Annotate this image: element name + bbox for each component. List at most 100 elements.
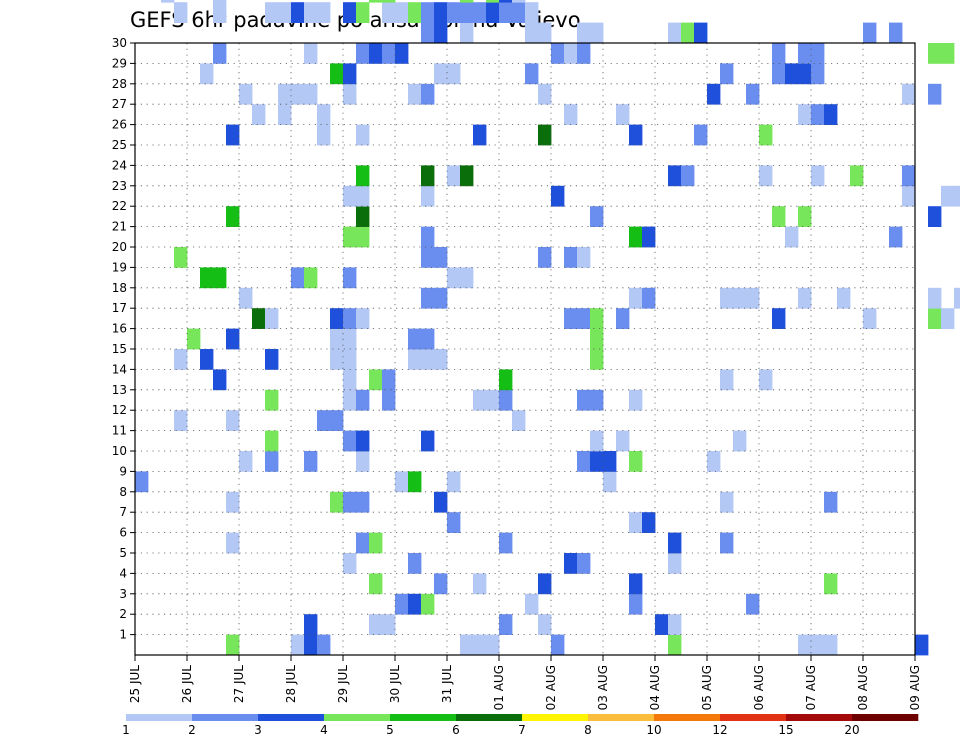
y-tick-label: 29 — [112, 56, 127, 70]
precip-cell — [928, 83, 942, 105]
x-tick-label: 26 JUL — [180, 665, 194, 703]
colorbar-label: 2 — [188, 723, 196, 737]
precip-cell — [785, 63, 799, 85]
y-tick-label: 19 — [112, 260, 127, 274]
precip-cell — [356, 206, 370, 227]
precip-cell — [668, 634, 682, 656]
precip-cell — [577, 247, 591, 268]
precip-cell — [733, 430, 747, 452]
precip-cell — [330, 410, 344, 431]
precip-cell — [564, 247, 578, 268]
precip-cell — [304, 267, 318, 289]
y-tick-label: 15 — [112, 342, 127, 356]
precip-cell — [395, 593, 409, 615]
precip-cell — [356, 43, 370, 64]
precip-cell — [343, 63, 357, 85]
y-tick-label: 18 — [112, 281, 127, 295]
precip-cell — [811, 104, 825, 125]
x-axis: 25 JUL 26 JUL 27 JUL 28 JUL 29 JUL 30 JUL 31 J… — [128, 655, 922, 710]
precip-cell — [408, 553, 422, 574]
precip-cell — [499, 389, 513, 411]
precip-cell — [720, 369, 734, 391]
precip-cell — [681, 165, 695, 187]
x-tick-label: 29 JUL — [336, 665, 350, 703]
precip-cell — [590, 328, 604, 350]
precip-cell — [356, 124, 370, 146]
precip-cell — [343, 491, 357, 513]
precip-cell — [486, 0, 500, 3]
precip-cell — [902, 83, 916, 105]
precip-cell — [772, 206, 786, 227]
precip-cell — [356, 491, 370, 513]
precip-cell — [135, 471, 149, 493]
colorbar-label: 3 — [254, 723, 262, 737]
precip-cell — [382, 614, 396, 635]
precip-cell — [720, 63, 734, 85]
colorbar-swatch — [720, 714, 787, 721]
precip-cell — [239, 83, 253, 105]
precip-cell — [772, 308, 786, 329]
precip-cell — [421, 83, 435, 105]
colorbar-label: 1 — [122, 723, 130, 737]
precip-cell — [629, 451, 643, 472]
precip-cell — [850, 165, 864, 187]
colorbar-label: 10 — [646, 723, 661, 737]
precip-cell — [291, 267, 305, 289]
precip-cell — [421, 165, 435, 187]
colorbar-label: 6 — [452, 723, 460, 737]
precip-cell — [473, 634, 487, 656]
y-tick-label: 22 — [112, 199, 127, 213]
precip-cell — [538, 573, 552, 595]
precip-cell — [421, 2, 435, 23]
precip-cell — [369, 0, 383, 3]
colorbar: 1 2 3 4 5 6 7 8 10 12 15 20 — [122, 714, 919, 737]
precip-cell — [668, 165, 682, 187]
precip-cell — [551, 43, 565, 64]
y-tick-label: 17 — [112, 301, 127, 315]
precip-cell — [759, 124, 773, 146]
x-tick-label: 30 JUL — [388, 665, 402, 703]
precip-cell — [525, 2, 539, 23]
colorbar-label: 7 — [518, 723, 526, 737]
precip-cell — [499, 0, 513, 3]
precip-cell — [902, 185, 916, 207]
precip-cell — [304, 451, 318, 472]
precip-cell — [564, 553, 578, 574]
precip-cell — [460, 165, 474, 187]
precip-cell — [460, 634, 474, 656]
precip-cell — [174, 410, 188, 431]
precip-cell — [434, 491, 448, 513]
precip-cell — [824, 634, 838, 656]
precip-cell — [798, 287, 812, 309]
y-tick-label: 7 — [119, 505, 127, 519]
precip-cell — [694, 124, 708, 146]
precip-cell — [304, 83, 318, 105]
precip-cell — [408, 328, 422, 350]
precip-cell — [447, 2, 461, 23]
precip-cell — [759, 165, 773, 187]
precip-cell — [187, 328, 201, 350]
precip-cell — [798, 206, 812, 227]
precip-cell — [720, 491, 734, 513]
cells-layer — [135, 0, 960, 656]
precip-cell — [629, 573, 643, 595]
precip-cell — [356, 2, 370, 23]
precip-cell — [590, 349, 604, 370]
precip-cell — [382, 389, 396, 411]
y-tick-label: 5 — [119, 546, 127, 560]
x-tick-label: 06 AUG — [752, 665, 766, 710]
precip-cell — [447, 512, 461, 533]
precip-cell — [213, 0, 227, 3]
precip-cell — [343, 308, 357, 329]
precip-cell — [226, 124, 240, 146]
x-tick-label: 02 AUG — [544, 665, 558, 710]
precip-cell — [174, 349, 188, 370]
precip-cell — [356, 165, 370, 187]
precip-cell — [564, 104, 578, 125]
precip-cell — [213, 267, 227, 289]
precip-cell — [265, 430, 279, 452]
precip-cell — [720, 287, 734, 309]
precip-cell — [265, 389, 279, 411]
y-tick-label: 16 — [112, 322, 127, 336]
